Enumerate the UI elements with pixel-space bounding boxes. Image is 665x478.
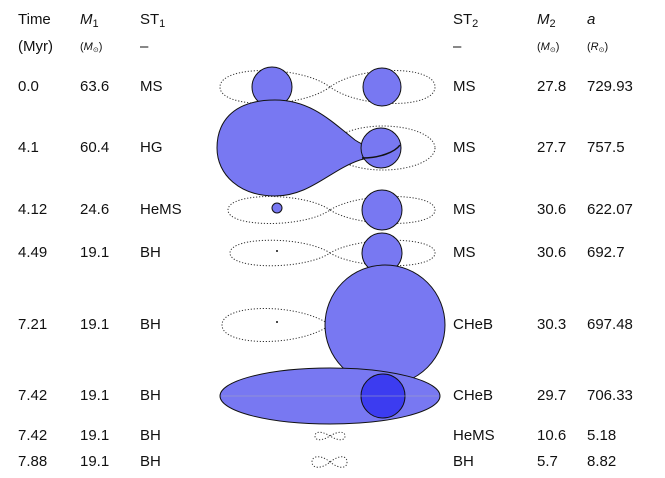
paren: ) — [99, 41, 103, 53]
unit-subscript: ⊙ — [599, 47, 605, 54]
cell: 30.3 — [537, 316, 566, 333]
unit-subscript: ⊙ — [550, 47, 556, 54]
orbit — [311, 456, 348, 468]
cell: 706.33 — [587, 387, 633, 404]
orbit — [229, 239, 436, 267]
column-header: Time — [18, 11, 51, 28]
cell: BH — [453, 453, 474, 470]
cell: 692.7 — [587, 244, 625, 261]
black-hole — [276, 321, 278, 323]
column-unit: (M⊙) — [80, 41, 102, 54]
column-unit: – — [453, 38, 462, 55]
star — [361, 189, 403, 231]
paren: ) — [605, 41, 609, 53]
symbol: M — [537, 11, 550, 28]
cell: 27.7 — [537, 139, 566, 156]
cell: 27.8 — [537, 78, 566, 95]
cell: 8.82 — [587, 453, 616, 470]
cell: 0.0 — [18, 78, 39, 95]
cell: 24.6 — [80, 201, 109, 218]
cell: 10.6 — [537, 427, 566, 444]
column-unit: (M⊙) — [537, 41, 559, 54]
unit-symbol: M — [541, 41, 551, 53]
cell: 4.49 — [18, 244, 47, 261]
cell: MS — [453, 78, 476, 95]
black-hole — [276, 250, 278, 252]
cell: 19.1 — [80, 387, 109, 404]
cell: 7.42 — [18, 427, 47, 444]
paren: ( — [80, 41, 84, 53]
symbol: M — [80, 11, 93, 28]
subscript: 1 — [159, 18, 165, 30]
cell: 30.6 — [537, 201, 566, 218]
cell: MS — [453, 139, 476, 156]
cell: 4.1 — [18, 139, 39, 156]
cell: 19.1 — [80, 316, 109, 333]
cell: 60.4 — [80, 139, 109, 156]
orbit — [314, 431, 346, 441]
column-header: M1 — [80, 11, 99, 30]
star — [360, 127, 402, 169]
symbol: ST — [140, 11, 159, 28]
paren: ) — [556, 41, 560, 53]
cell: 622.07 — [587, 201, 633, 218]
cell: MS — [453, 244, 476, 261]
cell: 4.12 — [18, 201, 47, 218]
cell: 30.6 — [537, 244, 566, 261]
cell: 19.1 — [80, 453, 109, 470]
stream — [361, 144, 401, 159]
cell: 63.6 — [80, 78, 109, 95]
cell: CHeB — [453, 316, 493, 333]
cell: BH — [140, 387, 161, 404]
column-header: ST1 — [140, 11, 165, 30]
cell: BH — [140, 453, 161, 470]
star-lobe — [216, 99, 401, 197]
unit-subscript: ⊙ — [93, 47, 99, 54]
star — [324, 264, 446, 386]
cell: 19.1 — [80, 244, 109, 261]
unit-symbol: R — [591, 41, 599, 53]
orbit — [221, 308, 331, 342]
diagrams — [216, 66, 446, 468]
cell: MS — [453, 201, 476, 218]
cell: CHeB — [453, 387, 493, 404]
cell: 697.48 — [587, 316, 633, 333]
orbit — [219, 70, 436, 104]
cell: HeMS — [453, 427, 495, 444]
symbol: a — [587, 11, 595, 28]
cell: 7.21 — [18, 316, 47, 333]
cell: 5.7 — [537, 453, 558, 470]
star — [362, 67, 402, 107]
cell: MS — [140, 78, 163, 95]
paren: ( — [537, 41, 541, 53]
symbol: ST — [453, 11, 472, 28]
cell: 729.93 — [587, 78, 633, 95]
cell: HeMS — [140, 201, 182, 218]
column-header: a — [587, 11, 595, 28]
unit-symbol: M — [84, 41, 94, 53]
cell: 757.5 — [587, 139, 625, 156]
cell: 5.18 — [587, 427, 616, 444]
cell: 7.88 — [18, 453, 47, 470]
subscript: 1 — [93, 18, 99, 30]
cell: 19.1 — [80, 427, 109, 444]
subscript: 2 — [550, 18, 556, 30]
cell: 29.7 — [537, 387, 566, 404]
star — [271, 202, 283, 214]
orbit — [227, 196, 436, 224]
cell: 7.42 — [18, 387, 47, 404]
column-header: ST2 — [453, 11, 478, 30]
column-unit: (R⊙) — [587, 41, 608, 54]
column-unit: (Myr) — [18, 38, 53, 55]
subscript: 2 — [472, 18, 478, 30]
column-unit: – — [140, 38, 149, 55]
cell: BH — [140, 427, 161, 444]
column-header: M2 — [537, 11, 556, 30]
cell: BH — [140, 316, 161, 333]
cell: BH — [140, 244, 161, 261]
paren: ( — [587, 41, 591, 53]
cell: HG — [140, 139, 163, 156]
